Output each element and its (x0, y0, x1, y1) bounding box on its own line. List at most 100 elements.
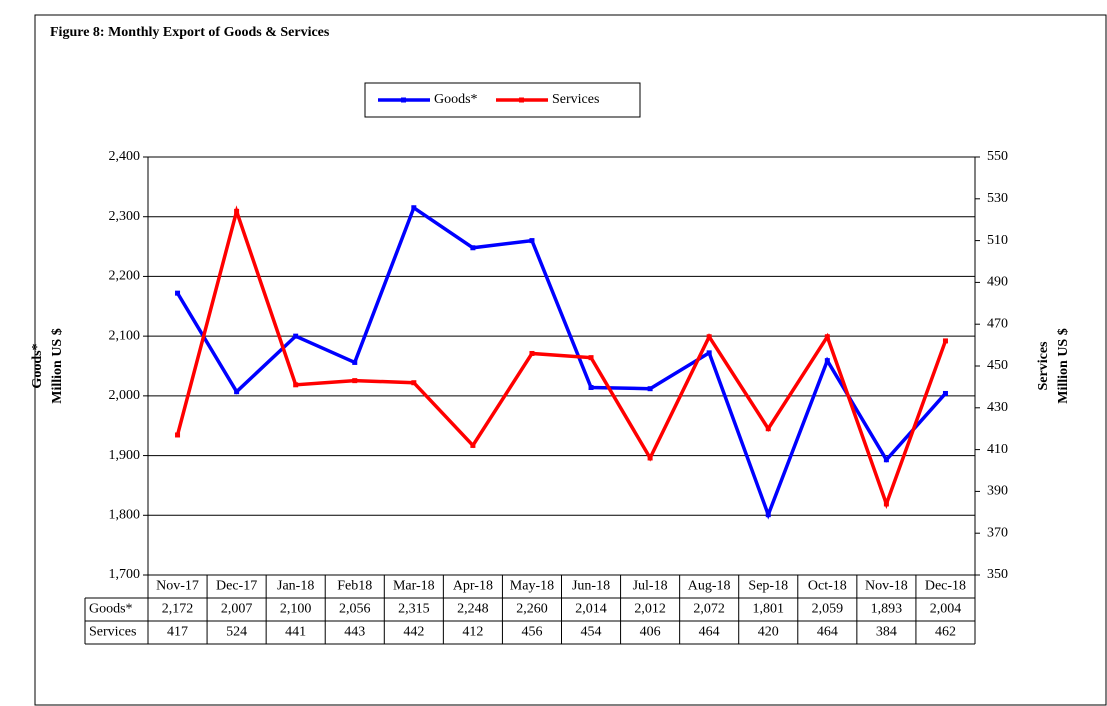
point (824, 358, 830, 364)
y-tick-label: 1,900 (109, 448, 141, 463)
y-tick-label: 2,000 (109, 388, 141, 403)
table-cell: 384 (876, 625, 897, 640)
x-tick-label: Feb18 (337, 579, 372, 594)
table-cell: 2,072 (693, 602, 725, 617)
table-grid (84, 575, 976, 645)
point (706, 334, 712, 340)
point (411, 205, 417, 211)
point (175, 290, 181, 296)
point (175, 432, 181, 438)
point (234, 389, 240, 395)
point (588, 355, 594, 361)
point (883, 501, 889, 507)
table-cell: 2,012 (634, 602, 666, 617)
point (706, 350, 712, 356)
y-tick-label: 2,300 (109, 209, 141, 224)
table-cell: 2,248 (457, 602, 489, 617)
table-cell: 420 (758, 625, 779, 640)
table-cell: 2,059 (812, 602, 844, 617)
x-tick-label: Dec-18 (925, 579, 966, 594)
y2-tick-label: 530 (987, 191, 1008, 206)
y2-tick-label: 410 (987, 442, 1008, 457)
y-label: Goods* (30, 343, 45, 388)
table-cell: 2,014 (575, 602, 607, 617)
point (470, 245, 476, 251)
point (942, 390, 948, 396)
y2-tick-label: 450 (987, 358, 1008, 373)
y-label: Million US $ (50, 328, 65, 403)
table-cell: 462 (935, 625, 956, 640)
point (942, 338, 948, 344)
x-tick-label: Apr-18 (453, 579, 493, 594)
point (647, 386, 653, 392)
legend-label: Goods* (434, 92, 478, 107)
point (352, 359, 358, 365)
point (529, 350, 535, 356)
frame (34, 14, 1107, 706)
table-cell: 412 (462, 625, 483, 640)
point (470, 442, 476, 448)
point (647, 455, 653, 461)
table-cell: 464 (817, 625, 838, 640)
y2-label: Million US $ (1056, 328, 1071, 403)
point (293, 333, 299, 339)
point (234, 208, 240, 214)
x-tick-label: Oct-18 (808, 579, 847, 594)
x-tick-label: Nov-18 (865, 579, 908, 594)
table-cell: 2,004 (930, 602, 962, 617)
table-cell: 443 (344, 625, 365, 640)
series-line (176, 205, 947, 520)
y2-tick-label: 550 (987, 149, 1008, 164)
point (765, 426, 771, 432)
x-tick-label: Jan-18 (277, 579, 314, 594)
y2-tick-label: 490 (987, 275, 1008, 290)
table-cell: 454 (581, 625, 602, 640)
y-tick-label: 1,800 (109, 508, 141, 523)
point (352, 378, 358, 384)
x-tick-label: Jul-18 (633, 579, 668, 594)
y-tick-label: 2,100 (109, 328, 141, 343)
point (765, 512, 771, 518)
x-tick-label: Dec-17 (216, 579, 257, 594)
point (883, 457, 889, 463)
table-cell: 524 (226, 625, 247, 640)
y2-tick-label: 370 (987, 525, 1008, 540)
table-cell: 2,172 (162, 602, 194, 617)
y2-tick-label: 510 (987, 233, 1008, 248)
y2-tick-label: 430 (987, 400, 1008, 415)
point (588, 384, 594, 390)
table-cell: 441 (285, 625, 306, 640)
table-cell: 1,893 (871, 602, 903, 617)
legend-marker (401, 97, 406, 103)
table-cell: 442 (403, 625, 424, 640)
x-tick-label: May-18 (510, 579, 554, 594)
y2-label: Services (1036, 341, 1051, 391)
x-tick-label: Aug-18 (688, 579, 731, 594)
table-cell: 456 (521, 625, 542, 640)
y-tick-label: 2,200 (109, 269, 141, 284)
point (824, 334, 830, 340)
chart-title: Figure 8: Monthly Export of Goods & Serv… (50, 25, 330, 40)
point (411, 380, 417, 386)
x-tick-label: Nov-17 (156, 579, 199, 594)
plot-area (147, 156, 976, 576)
x-tick-label: Sep-18 (748, 579, 788, 594)
y2-tick-label: 470 (987, 316, 1008, 331)
table-row-header: Services (89, 625, 136, 640)
table-cell: 1,801 (753, 602, 785, 617)
legend-label: Services (552, 92, 599, 107)
table-cell: 417 (167, 625, 188, 640)
table-cell: 2,260 (516, 602, 548, 617)
table-cell: 2,315 (398, 602, 430, 617)
y2-tick-label: 350 (987, 567, 1008, 582)
y-tick-label: 2,400 (109, 149, 141, 164)
table-row-header: Goods* (89, 602, 133, 617)
point (529, 238, 535, 244)
y-tick-label: 1,700 (109, 567, 141, 582)
series-line (175, 205, 948, 510)
table-cell: 2,056 (339, 602, 371, 617)
table-cell: 406 (640, 625, 661, 640)
point (293, 382, 299, 388)
table-cell: 2,007 (221, 602, 253, 617)
